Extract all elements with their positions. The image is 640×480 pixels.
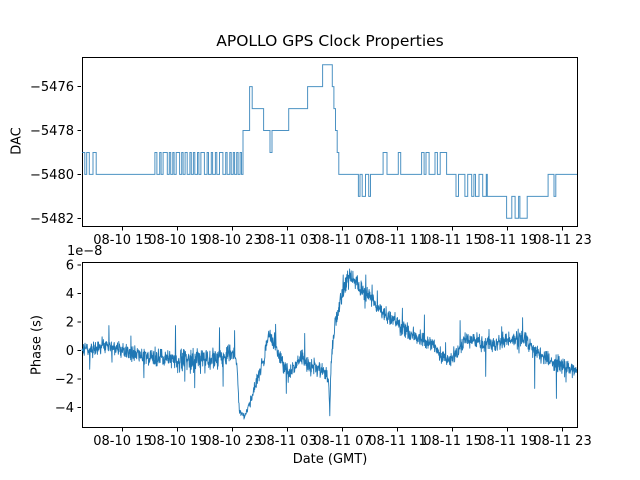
x-tick-label: 08-11 07 [313, 233, 371, 248]
x-tick-label: 08-11 11 [368, 434, 426, 449]
y-tick-label: 0 [66, 344, 74, 359]
y-tick-label: −5478 [30, 124, 74, 139]
x-tick-label: 08-10 19 [148, 233, 206, 248]
y-tick-label: −5482 [30, 212, 74, 227]
y-tick-label: 6 [66, 258, 74, 273]
x-tick-label: 08-11 15 [423, 233, 481, 248]
x-tick-label: 08-11 19 [478, 233, 536, 248]
dac-step-line [82, 64, 577, 219]
axes-frame [82, 57, 578, 227]
x-tick-label: 08-11 23 [533, 434, 591, 449]
x-tick-label: 08-11 15 [423, 434, 481, 449]
y-tick-label: −4 [55, 401, 74, 416]
x-tick-label: 08-11 11 [368, 233, 426, 248]
chart-title: APOLLO GPS Clock Properties [216, 32, 444, 50]
x-tick-label: 08-11 19 [478, 434, 536, 449]
x-tick-label: 08-10 19 [148, 434, 206, 449]
y-tick-label: 4 [66, 287, 74, 302]
x-tick-label: 08-11 23 [533, 233, 591, 248]
phase-line [81, 268, 578, 420]
x-tick-label: 08-10 23 [203, 233, 261, 248]
x-tick-label: 08-10 15 [93, 233, 151, 248]
y-tick-label: −5476 [30, 80, 74, 95]
phase-offset-label: 1e−8 [67, 244, 103, 259]
y-tick-label: −5480 [30, 168, 74, 183]
x-tick-label: 08-11 03 [258, 233, 316, 248]
axes-frame [82, 262, 578, 428]
x-tick-label: 08-11 03 [258, 434, 316, 449]
y-tick-label: −2 [55, 373, 74, 388]
x-axis-label: Date (GMT) [292, 452, 368, 467]
y-tick-label: 2 [66, 316, 74, 331]
x-tick-label: 08-10 23 [203, 434, 261, 449]
x-tick-label: 08-10 15 [93, 434, 151, 449]
x-tick-label: 08-11 07 [313, 434, 371, 449]
